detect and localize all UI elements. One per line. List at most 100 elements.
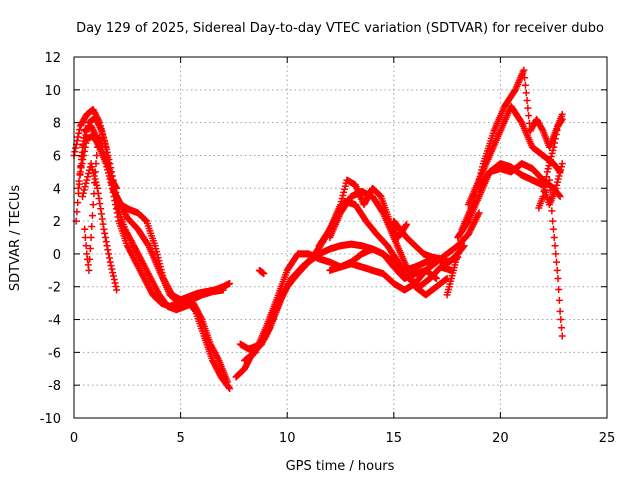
data-point [111,279,119,287]
data-point [74,133,82,141]
x-tick-label: 20 [492,431,509,446]
data-point [77,164,85,172]
data-point [82,139,90,147]
data-point [219,286,227,294]
data-point [555,191,563,199]
data-point [72,144,80,152]
data-point [106,258,114,266]
data-point [550,234,558,241]
data-point [75,129,83,137]
data-point [80,151,88,159]
data-point [191,306,199,314]
data-point [553,126,561,134]
data-point [91,168,99,176]
data-point [556,192,564,200]
data-point [524,104,532,112]
x-tick-label: 25 [599,431,616,446]
data-point [74,184,82,192]
data-point [525,112,533,120]
x-tick-label: 5 [176,431,184,446]
data-point [79,192,87,200]
data-point [553,266,561,274]
data-point [97,210,105,218]
data-point [109,188,117,196]
y-tick-label: 2 [53,215,61,230]
y-tick-label: 12 [44,51,61,66]
data-point [75,177,83,185]
data-point [521,81,529,89]
series-sat-k [326,188,451,299]
data-point [555,285,563,293]
data-point [105,254,113,262]
data-point [112,283,120,291]
data-point [555,296,563,304]
data-point [93,184,101,192]
y-tick-label: -2 [48,281,61,296]
data-point [226,384,234,392]
data-point [552,130,560,138]
series-sat-v [255,266,268,278]
data-point [73,137,81,145]
data-point [113,184,121,192]
data-point [91,179,99,187]
data-point [74,199,82,207]
data-point [88,223,96,231]
series-sat-f [81,135,104,274]
data-point [78,160,86,168]
data-point [83,176,91,184]
data-point [109,269,117,277]
data-point [542,173,550,181]
y-tick-label: -4 [48,314,61,329]
data-point [98,215,106,223]
data-point [105,250,113,258]
data-points [70,66,566,392]
data-point [102,238,110,246]
data-point [111,197,119,205]
x-axis-label: GPS time / hours [286,459,395,474]
data-point [86,255,94,263]
data-point [556,307,564,315]
y-tick-label: 4 [53,182,61,197]
data-point [551,242,559,250]
y-tick-label: -8 [48,379,61,394]
data-point [108,265,116,273]
data-point [114,213,122,221]
data-point [540,188,548,196]
data-point [76,126,84,134]
data-point [100,225,108,233]
data-point [549,217,557,225]
data-point [558,160,566,168]
data-point [103,242,111,250]
data-point [101,234,109,241]
data-point [76,168,84,176]
data-point [73,208,81,216]
data-point [226,279,234,287]
data-point [541,183,549,191]
chart-title: Day 129 of 2025, Sidereal Day-to-day VTE… [76,21,604,36]
series-sat-r [475,160,566,209]
y-tick-label: 6 [53,149,61,164]
data-point [96,135,104,143]
data-point [109,272,117,280]
data-point [521,74,529,82]
data-point [95,195,103,203]
data-point [547,197,555,205]
y-tick-label: 0 [53,248,61,263]
data-point [80,147,88,155]
series-sat-t [535,115,566,212]
y-tick-label: -10 [40,412,61,427]
data-point [88,212,96,220]
data-point [110,276,118,284]
series-sat-i [241,245,440,365]
data-point [82,179,90,187]
data-point [110,192,118,200]
series-sat-n [443,250,462,299]
data-point [260,270,268,278]
data-point [551,139,559,147]
data-point [90,190,98,198]
data-point [553,258,561,266]
data-point [402,222,410,230]
data-point [99,220,107,228]
